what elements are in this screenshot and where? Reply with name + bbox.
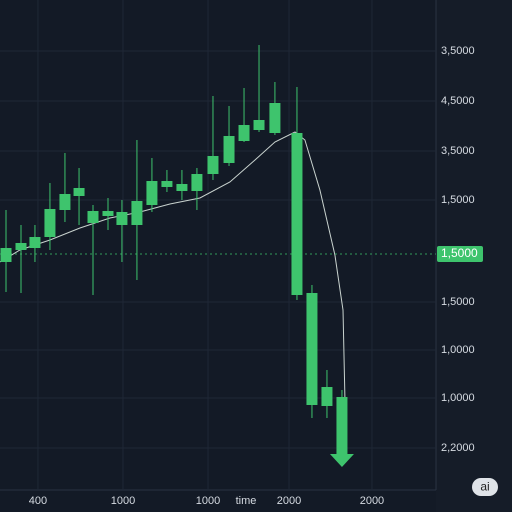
candle-body [102, 211, 114, 216]
y-tick-label: 4,5000 [441, 95, 475, 107]
y-tick-label: 3,5000 [441, 45, 475, 57]
y-tick-label: 2,2000 [441, 442, 475, 454]
candle-body [161, 181, 173, 187]
trend-arrow [329, 450, 354, 467]
ai-badge-text[interactable]: ai [480, 480, 489, 494]
candle-body [146, 181, 158, 205]
y-tick-label: 1,0000 [441, 344, 475, 356]
candle-body [336, 397, 348, 450]
x-axis-label: time [236, 495, 257, 507]
candle-body [291, 133, 303, 295]
x-tick-label: 1000 [196, 495, 220, 507]
candle-body [306, 293, 318, 405]
candle-body [191, 174, 203, 191]
candle-body [253, 120, 265, 130]
y-tick-label: 1,0000 [441, 392, 475, 404]
x-tick-label: 400 [29, 495, 47, 507]
last-price-box [437, 246, 483, 262]
candle-body [207, 156, 219, 174]
candle-body [29, 237, 41, 248]
candle-body [269, 103, 281, 133]
x-tick-label: 2000 [360, 495, 384, 507]
candle-body [321, 387, 333, 406]
last-price-label: 1,5000 [441, 246, 478, 260]
candle-body [0, 248, 12, 262]
candle-body [223, 136, 235, 163]
plot [0, 45, 354, 467]
moving-average-line [0, 131, 346, 401]
candle-body [59, 194, 71, 210]
candle-body [176, 184, 188, 191]
candle-body [15, 243, 27, 250]
candle-body [238, 125, 250, 141]
y-tick-label: 1,5000 [441, 296, 475, 308]
x-tick-label: 1000 [111, 495, 135, 507]
x-tick-label: 2000 [277, 495, 301, 507]
ai-badge[interactable] [472, 478, 498, 496]
candle-body [87, 211, 99, 223]
candle-body [44, 209, 56, 237]
y-tick-label: 1,5000 [441, 194, 475, 206]
candle-body [131, 201, 143, 225]
candle-body [73, 188, 85, 196]
candle-body [116, 212, 128, 225]
y-tick-label: 3,5000 [441, 145, 475, 157]
